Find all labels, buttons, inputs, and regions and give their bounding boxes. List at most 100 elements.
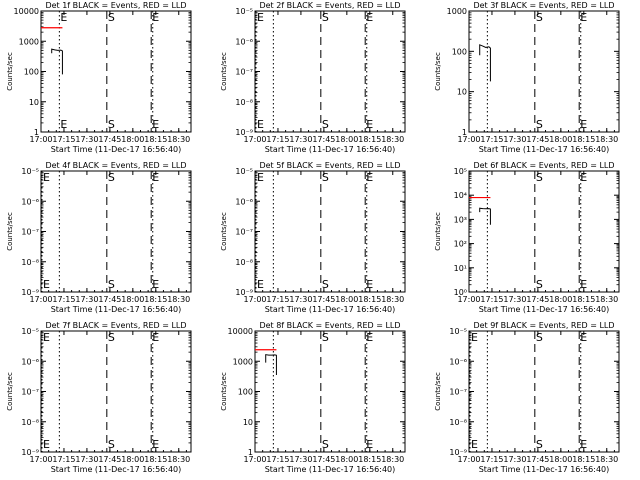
marker-label: E — [580, 438, 587, 451]
y-tick-label: 10⁻⁹ — [21, 288, 39, 297]
x-tick-label: 17:45 — [98, 455, 121, 464]
x-tick-label: 17:15 — [266, 455, 289, 464]
y-tick-label: 1000 — [19, 37, 39, 46]
marker-label-top: E — [580, 11, 587, 24]
y-tick-label: 10³ — [454, 215, 467, 224]
marker-label: S — [322, 118, 329, 131]
y-tick-label: 100 — [452, 47, 467, 56]
marker-label-top: E — [366, 171, 373, 184]
marker-label-top: E — [580, 331, 587, 344]
events-series-line — [51, 48, 63, 75]
x-tick-label: 18:15 — [358, 295, 381, 304]
marker-label: E — [152, 278, 159, 291]
x-tick-label: 18:30 — [595, 135, 618, 144]
marker-label: S — [108, 438, 115, 451]
y-tick-label: 10⁻⁷ — [21, 228, 39, 237]
marker-label-top: E — [366, 11, 373, 24]
x-tick-label: 17:30 — [75, 135, 98, 144]
marker-label: E — [580, 118, 587, 131]
x-tick-label: 17:30 — [503, 295, 526, 304]
marker-label: E — [43, 438, 50, 451]
y-tick-label: 10⁻⁶ — [235, 197, 253, 206]
y-tick-label: 10⁵ — [454, 167, 467, 176]
y-tick-label: 100 — [238, 388, 253, 397]
x-tick-label: 17:00 — [457, 455, 480, 464]
x-tick-label: 17:45 — [526, 455, 549, 464]
panel-title: Det 3f BLACK = Events, RED = LLD — [473, 1, 614, 10]
x-tick-label: 17:30 — [289, 295, 312, 304]
y-tick-label: 10⁻⁵ — [21, 167, 39, 176]
y-tick-label: 10⁻⁸ — [21, 258, 39, 267]
panel-title: Det 7f BLACK = Events, RED = LLD — [45, 321, 186, 330]
x-tick-label: 17:00 — [243, 455, 266, 464]
y-tick-label: 1000 — [233, 357, 253, 366]
x-tick-label: 18:00 — [549, 135, 572, 144]
panel-title: Det 8f BLACK = Events, RED = LLD — [259, 321, 400, 330]
x-axis-label: Start Time (11-Dec-17 16:56:40) — [265, 145, 396, 154]
x-axis-label: Start Time (11-Dec-17 16:56:40) — [51, 145, 182, 154]
events-series-line — [265, 354, 277, 376]
x-tick-label: 17:45 — [312, 295, 335, 304]
y-tick-label: 10⁰ — [454, 288, 467, 297]
y-tick-label: 10⁻⁵ — [235, 7, 253, 16]
x-tick-label: 18:30 — [167, 455, 190, 464]
marker-label: E — [257, 278, 264, 291]
marker-label-top: E — [257, 171, 264, 184]
y-tick-label: 10⁻⁷ — [449, 388, 467, 397]
x-tick-label: 18:15 — [358, 135, 381, 144]
x-tick-label: 18:00 — [121, 295, 144, 304]
x-tick-label: 17:45 — [312, 455, 335, 464]
plot-frame — [40, 330, 192, 453]
marker-label-top: E — [471, 331, 478, 344]
marker-label: S — [536, 118, 543, 131]
x-axis-label: Start Time (11-Dec-17 16:56:40) — [51, 305, 182, 314]
y-tick-label: 1 — [462, 128, 467, 137]
x-tick-label: 17:15 — [52, 455, 75, 464]
y-tick-label: 10 — [29, 98, 39, 107]
y-tick-label: 10⁻⁹ — [235, 288, 253, 297]
y-axis-label: Counts/sec — [6, 212, 14, 251]
marker-label: E — [366, 438, 373, 451]
plot-frame — [40, 10, 192, 133]
marker-label: S — [108, 118, 115, 131]
marker-label: E — [366, 118, 373, 131]
y-tick-label: 10⁻⁹ — [235, 128, 253, 137]
marker-label-top: E — [60, 11, 67, 24]
marker-label: E — [471, 438, 478, 451]
plot-frame — [40, 170, 192, 293]
marker-label: S — [322, 438, 329, 451]
x-tick-label: 17:00 — [29, 135, 52, 144]
marker-label: E — [152, 118, 159, 131]
marker-label-top: S — [536, 331, 543, 344]
marker-label-top: S — [322, 171, 329, 184]
y-axis-label: Counts/sec — [220, 52, 228, 91]
y-tick-label: 1 — [248, 448, 253, 457]
x-tick-label: 17:30 — [503, 135, 526, 144]
x-tick-label: 18:00 — [121, 135, 144, 144]
x-tick-label: 17:15 — [52, 135, 75, 144]
marker-label-top: S — [108, 11, 115, 24]
x-axis-label: Start Time (11-Dec-17 16:56:40) — [51, 465, 182, 474]
x-tick-label: 18:00 — [335, 295, 358, 304]
x-tick-label: 17:00 — [243, 135, 266, 144]
y-axis-label: Counts/sec — [434, 212, 442, 251]
x-tick-label: 17:30 — [75, 455, 98, 464]
plot-frame — [468, 10, 620, 133]
marker-label: E — [43, 278, 50, 291]
panel-title: Det 4f BLACK = Events, RED = LLD — [45, 161, 186, 170]
events-series-line — [479, 207, 491, 225]
plot-frame — [254, 170, 406, 293]
y-tick-label: 10 — [457, 88, 467, 97]
x-tick-label: 18:15 — [572, 295, 595, 304]
x-axis-label: Start Time (11-Dec-17 16:56:40) — [479, 145, 610, 154]
y-tick-label: 10⁻⁶ — [21, 357, 39, 366]
plot-frame — [468, 330, 620, 453]
